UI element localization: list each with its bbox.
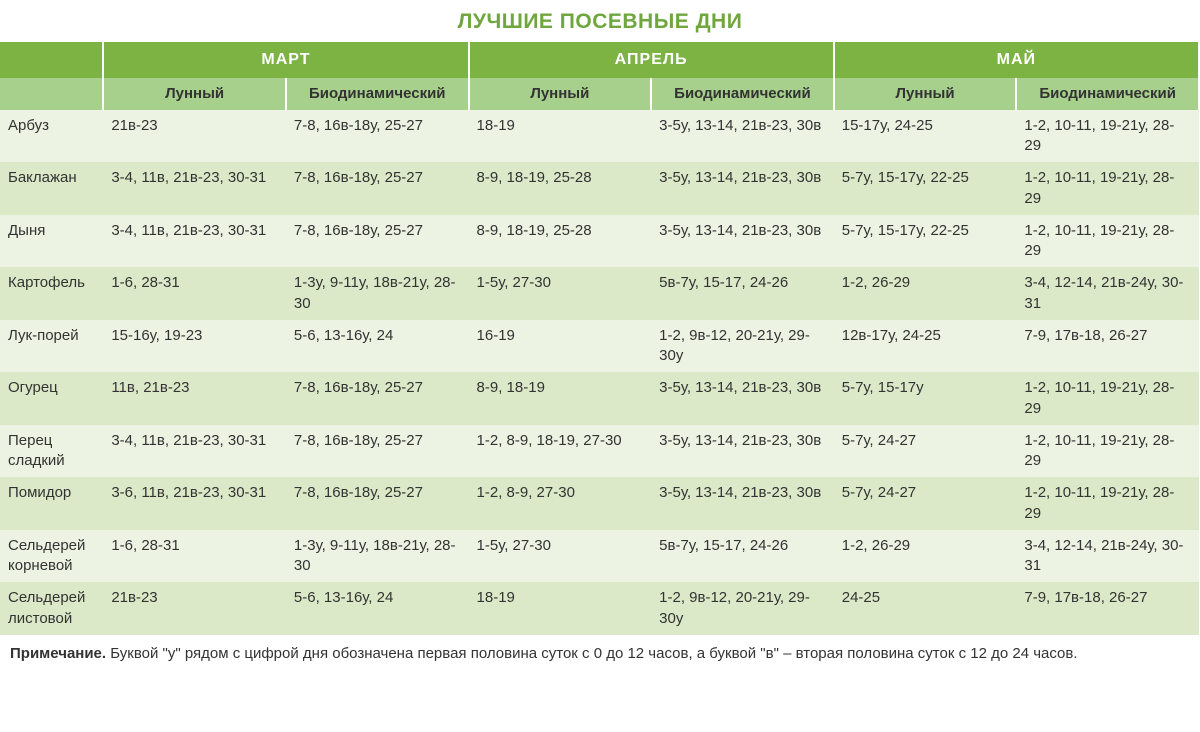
cell-value: 1-2, 9в-12, 20-21у, 29-30у: [651, 320, 834, 373]
header-sub-empty: [0, 78, 103, 110]
crop-name: Сельдерей листовой: [0, 582, 103, 635]
header-sub-lunar: Лунный: [469, 78, 652, 110]
cell-value: 1-2, 26-29: [834, 267, 1017, 320]
header-sub-lunar: Лунный: [103, 78, 286, 110]
cell-value: 5-7у, 15-17у, 22-25: [834, 215, 1017, 268]
crop-name: Баклажан: [0, 162, 103, 215]
table-row: Арбуз21в-237-8, 16в-18у, 25-2718-193-5у,…: [0, 110, 1199, 163]
crop-name: Огурец: [0, 372, 103, 425]
cell-value: 7-8, 16в-18у, 25-27: [286, 425, 469, 478]
cell-value: 3-5у, 13-14, 21в-23, 30в: [651, 215, 834, 268]
crop-name: Картофель: [0, 267, 103, 320]
cell-value: 5в-7у, 15-17, 24-26: [651, 530, 834, 583]
crop-name: Сельдерей корневой: [0, 530, 103, 583]
cell-value: 1-2, 8-9, 27-30: [469, 477, 652, 530]
cell-value: 7-8, 16в-18у, 25-27: [286, 215, 469, 268]
header-sub-lunar: Лунный: [834, 78, 1017, 110]
header-sub-biodyn: Биодинамический: [1016, 78, 1199, 110]
cell-value: 24-25: [834, 582, 1017, 635]
cell-value: 1-6, 28-31: [103, 267, 286, 320]
cell-value: 8-9, 18-19, 25-28: [469, 215, 652, 268]
cell-value: 15-17у, 24-25: [834, 110, 1017, 163]
cell-value: 5-7у, 15-17у: [834, 372, 1017, 425]
cell-value: 3-4, 11в, 21в-23, 30-31: [103, 425, 286, 478]
cell-value: 1-2, 10-11, 19-21у, 28-29: [1016, 372, 1199, 425]
cell-value: 7-8, 16в-18у, 25-27: [286, 477, 469, 530]
crop-name: Дыня: [0, 215, 103, 268]
cell-value: 1-2, 10-11, 19-21у, 28-29: [1016, 110, 1199, 163]
cell-value: 1-2, 26-29: [834, 530, 1017, 583]
cell-value: 18-19: [469, 110, 652, 163]
header-month-april: АПРЕЛЬ: [469, 42, 834, 78]
cell-value: 3-5у, 13-14, 21в-23, 30в: [651, 110, 834, 163]
cell-value: 7-9, 17в-18, 26-27: [1016, 582, 1199, 635]
cell-value: 1-2, 8-9, 18-19, 27-30: [469, 425, 652, 478]
cell-value: 3-5у, 13-14, 21в-23, 30в: [651, 477, 834, 530]
cell-value: 1-2, 10-11, 19-21у, 28-29: [1016, 162, 1199, 215]
cell-value: 16-19: [469, 320, 652, 373]
table-row: Перец сладкий3-4, 11в, 21в-23, 30-317-8,…: [0, 425, 1199, 478]
table-row: Сельдерей корневой1-6, 28-311-3у, 9-11у,…: [0, 530, 1199, 583]
crop-name: Лук-порей: [0, 320, 103, 373]
cell-value: 7-8, 16в-18у, 25-27: [286, 372, 469, 425]
cell-value: 8-9, 18-19, 25-28: [469, 162, 652, 215]
footnote-label: Примечание.: [10, 645, 106, 662]
cell-value: 1-5у, 27-30: [469, 267, 652, 320]
cell-value: 18-19: [469, 582, 652, 635]
cell-value: 3-4, 12-14, 21в-24у, 30-31: [1016, 530, 1199, 583]
cell-value: 1-3у, 9-11у, 18в-21у, 28-30: [286, 530, 469, 583]
cell-value: 1-2, 9в-12, 20-21у, 29-30у: [651, 582, 834, 635]
cell-value: 7-9, 17в-18, 26-27: [1016, 320, 1199, 373]
header-row-months: МАРТ АПРЕЛЬ МАЙ: [0, 42, 1199, 78]
table-row: Огурец11в, 21в-237-8, 16в-18у, 25-278-9,…: [0, 372, 1199, 425]
cell-value: 1-2, 10-11, 19-21у, 28-29: [1016, 477, 1199, 530]
header-sub-biodyn: Биодинамический: [286, 78, 469, 110]
cell-value: 7-8, 16в-18у, 25-27: [286, 162, 469, 215]
cell-value: 1-2, 10-11, 19-21у, 28-29: [1016, 425, 1199, 478]
cell-value: 3-5у, 13-14, 21в-23, 30в: [651, 425, 834, 478]
cell-value: 8-9, 18-19: [469, 372, 652, 425]
crop-name: Перец сладкий: [0, 425, 103, 478]
table-row: Помидор3-6, 11в, 21в-23, 30-317-8, 16в-1…: [0, 477, 1199, 530]
cell-value: 5-6, 13-16у, 24: [286, 582, 469, 635]
cell-value: 1-3у, 9-11у, 18в-21у, 28-30: [286, 267, 469, 320]
table-body: Арбуз21в-237-8, 16в-18у, 25-2718-193-5у,…: [0, 110, 1199, 635]
cell-value: 5в-7у, 15-17, 24-26: [651, 267, 834, 320]
header-sub-biodyn: Биодинамический: [651, 78, 834, 110]
cell-value: 3-5у, 13-14, 21в-23, 30в: [651, 372, 834, 425]
cell-value: 5-7у, 24-27: [834, 477, 1017, 530]
cell-value: 5-6, 13-16у, 24: [286, 320, 469, 373]
footnote-text: Буквой "у" рядом с цифрой дня обозначена…: [106, 645, 1077, 662]
cell-value: 5-7у, 24-27: [834, 425, 1017, 478]
cell-value: 1-2, 10-11, 19-21у, 28-29: [1016, 215, 1199, 268]
cell-value: 3-4, 12-14, 21в-24у, 30-31: [1016, 267, 1199, 320]
cell-value: 12в-17у, 24-25: [834, 320, 1017, 373]
sowing-calendar-table: МАРТ АПРЕЛЬ МАЙ Лунный Биодинамический Л…: [0, 42, 1200, 635]
table-row: Баклажан3-4, 11в, 21в-23, 30-317-8, 16в-…: [0, 162, 1199, 215]
cell-value: 15-16у, 19-23: [103, 320, 286, 373]
cell-value: 21в-23: [103, 582, 286, 635]
cell-value: 3-6, 11в, 21в-23, 30-31: [103, 477, 286, 530]
footnote: Примечание. Буквой "у" рядом с цифрой дн…: [0, 635, 1200, 662]
cell-value: 5-7у, 15-17у, 22-25: [834, 162, 1017, 215]
crop-name: Помидор: [0, 477, 103, 530]
cell-value: 1-6, 28-31: [103, 530, 286, 583]
header-empty: [0, 42, 103, 78]
cell-value: 3-4, 11в, 21в-23, 30-31: [103, 215, 286, 268]
header-row-sub: Лунный Биодинамический Лунный Биодинамич…: [0, 78, 1199, 110]
header-month-may: МАЙ: [834, 42, 1199, 78]
crop-name: Арбуз: [0, 110, 103, 163]
cell-value: 7-8, 16в-18у, 25-27: [286, 110, 469, 163]
cell-value: 1-5у, 27-30: [469, 530, 652, 583]
table-row: Дыня3-4, 11в, 21в-23, 30-317-8, 16в-18у,…: [0, 215, 1199, 268]
table-row: Картофель1-6, 28-311-3у, 9-11у, 18в-21у,…: [0, 267, 1199, 320]
cell-value: 3-4, 11в, 21в-23, 30-31: [103, 162, 286, 215]
page-title: ЛУЧШИЕ ПОСЕВНЫЕ ДНИ: [0, 0, 1200, 42]
table-row: Сельдерей листовой21в-235-6, 13-16у, 241…: [0, 582, 1199, 635]
cell-value: 21в-23: [103, 110, 286, 163]
cell-value: 3-5у, 13-14, 21в-23, 30в: [651, 162, 834, 215]
header-month-march: МАРТ: [103, 42, 468, 78]
table-row: Лук-порей15-16у, 19-235-6, 13-16у, 2416-…: [0, 320, 1199, 373]
cell-value: 11в, 21в-23: [103, 372, 286, 425]
